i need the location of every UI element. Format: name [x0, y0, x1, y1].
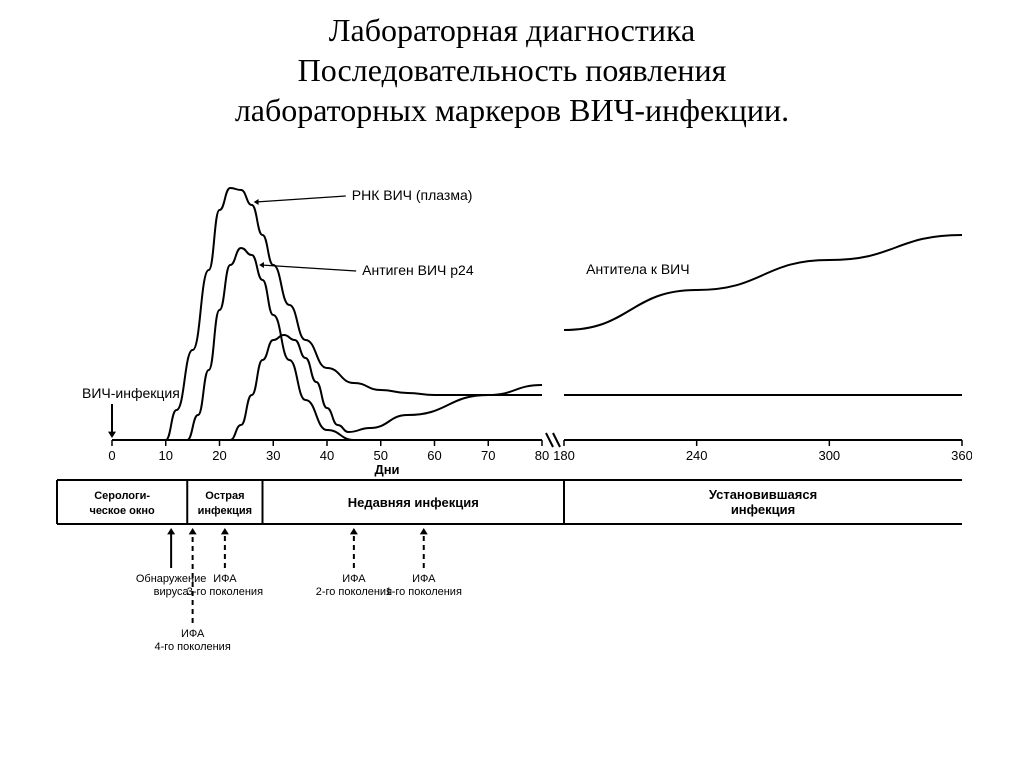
svg-text:инфекция: инфекция [731, 502, 795, 517]
svg-text:180: 180 [553, 448, 575, 463]
svg-text:0: 0 [108, 448, 115, 463]
svg-text:Обнаружение: Обнаружение [136, 573, 206, 585]
svg-text:РНК ВИЧ (плазма): РНК ВИЧ (плазма) [352, 187, 473, 203]
svg-text:Установившаяся: Установившаяся [709, 487, 817, 502]
svg-text:Серологи-: Серологи- [94, 490, 150, 502]
svg-text:240: 240 [686, 448, 708, 463]
svg-text:ИФА: ИФА [181, 628, 205, 640]
svg-text:ческое окно: ческое окно [89, 505, 155, 517]
svg-text:50: 50 [374, 448, 388, 463]
svg-text:30: 30 [266, 448, 280, 463]
svg-text:ИФА: ИФА [342, 573, 366, 585]
svg-text:вируса: вируса [154, 586, 190, 598]
svg-text:10: 10 [159, 448, 173, 463]
chart-container: 0 10 20 30 40 50 60 70 80 180 240 300 360 Дни Серологи… [52, 150, 972, 710]
title-line-2: Последовательность появления [0, 50, 1024, 90]
svg-text:Антитела к ВИЧ: Антитела к ВИЧ [586, 261, 689, 277]
svg-text:ИФА: ИФА [412, 573, 436, 585]
svg-text:2-го поколения: 2-го поколения [316, 586, 392, 598]
svg-text:инфекция: инфекция [198, 505, 252, 517]
svg-text:70: 70 [481, 448, 495, 463]
svg-text:Недавняя инфекция: Недавняя инфекция [348, 495, 479, 510]
svg-text:300: 300 [818, 448, 840, 463]
svg-text:80: 80 [535, 448, 549, 463]
title-line-1: Лабораторная диагностика [0, 10, 1024, 50]
svg-text:Антиген ВИЧ p24: Антиген ВИЧ p24 [362, 262, 474, 278]
page-title: Лабораторная диагностика Последовательно… [0, 0, 1024, 130]
svg-text:ИФА: ИФА [213, 573, 237, 585]
svg-text:360: 360 [951, 448, 972, 463]
svg-text:60: 60 [427, 448, 441, 463]
svg-text:40: 40 [320, 448, 334, 463]
svg-text:3-го поколения: 3-го поколения [187, 586, 263, 598]
svg-text:20: 20 [212, 448, 226, 463]
svg-text:ВИЧ-инфекция: ВИЧ-инфекция [82, 385, 180, 401]
hiv-markers-chart: 0 10 20 30 40 50 60 70 80 180 240 300 360 Дни Серологи… [52, 150, 972, 710]
svg-text:Острая: Острая [205, 490, 244, 502]
svg-text:1-го поколения: 1-го поколения [386, 586, 462, 598]
svg-text:Дни: Дни [374, 462, 399, 477]
title-line-3: лабораторных маркеров ВИЧ-инфекции. [0, 90, 1024, 130]
svg-text:4-го поколения: 4-го поколения [154, 641, 230, 653]
